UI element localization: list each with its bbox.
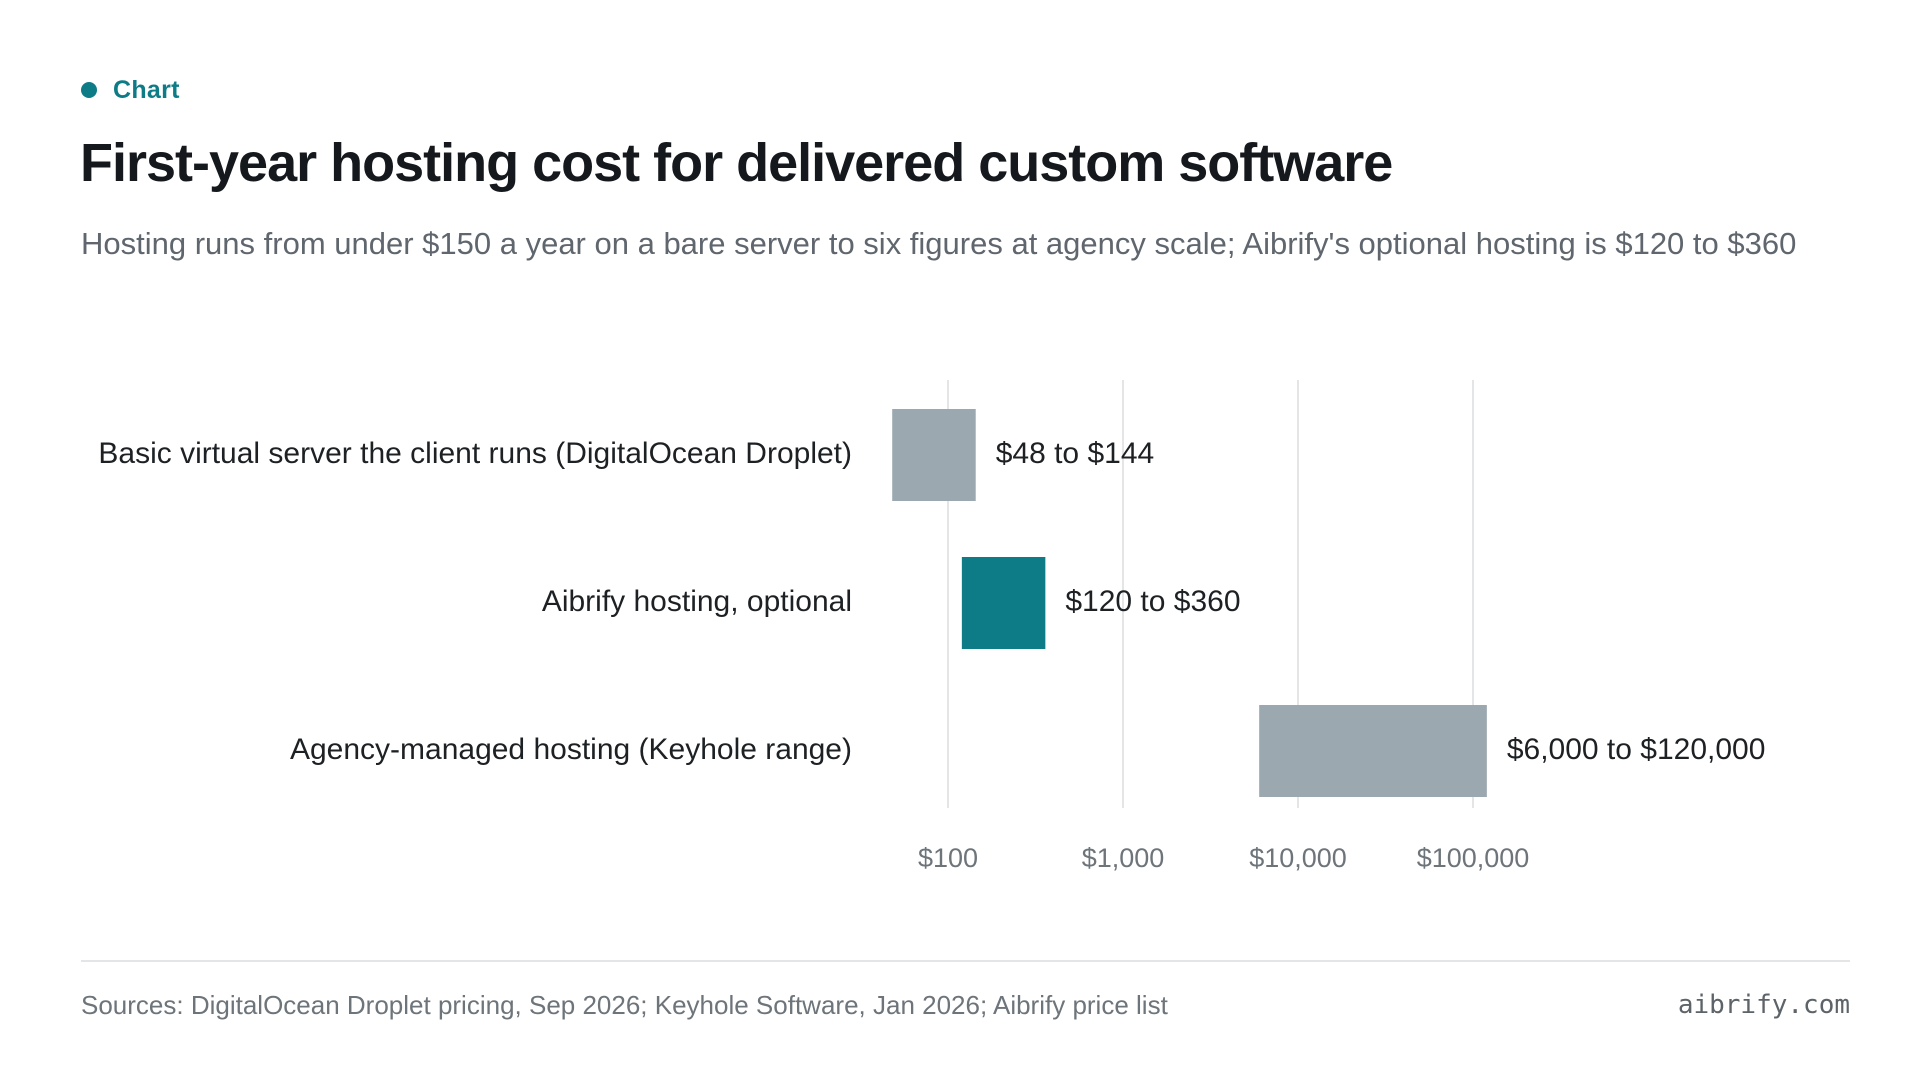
range-bar (892, 409, 976, 501)
chart-subtitle: Hosting runs from under $150 a year on a… (81, 226, 1797, 261)
x-tick-label: $100 (918, 843, 978, 873)
x-tick-label: $10,000 (1249, 843, 1347, 873)
range-value-label: $120 to $360 (1065, 585, 1240, 618)
eyebrow-dot-icon (81, 82, 97, 98)
bar-layer (892, 409, 1487, 797)
chart-eyebrow: Chart (81, 74, 180, 106)
brand-wordmark: aibrify.com (1677, 990, 1850, 1020)
range-value-label: $6,000 to $120,000 (1507, 733, 1766, 766)
x-tick-label: $1,000 (1082, 843, 1165, 873)
range-bar-chart: $100 $1,000 $10,000 $100,000 Basic virtual s… (98, 380, 1765, 873)
x-tick-label: $100,000 (1417, 843, 1530, 873)
sources-note: Sources: DigitalOcean Droplet pricing, S… (81, 990, 1168, 1020)
eyebrow-label: Chart (113, 75, 180, 104)
category-label: Aibrify hosting, optional (542, 585, 852, 618)
range-value-label: $48 to $144 (996, 437, 1154, 470)
footer-divider (81, 960, 1850, 962)
range-bar (961, 557, 1046, 649)
range-bar (1259, 705, 1487, 797)
category-label: Agency-managed hosting (Keyhole range) (290, 733, 852, 766)
chart-title: First-year hosting cost for delivered cu… (80, 133, 1393, 193)
label-layer: $100 $1,000 $10,000 $100,000 Basic virtual s… (98, 437, 1765, 873)
category-label: Basic virtual server the client runs (Di… (98, 437, 852, 470)
